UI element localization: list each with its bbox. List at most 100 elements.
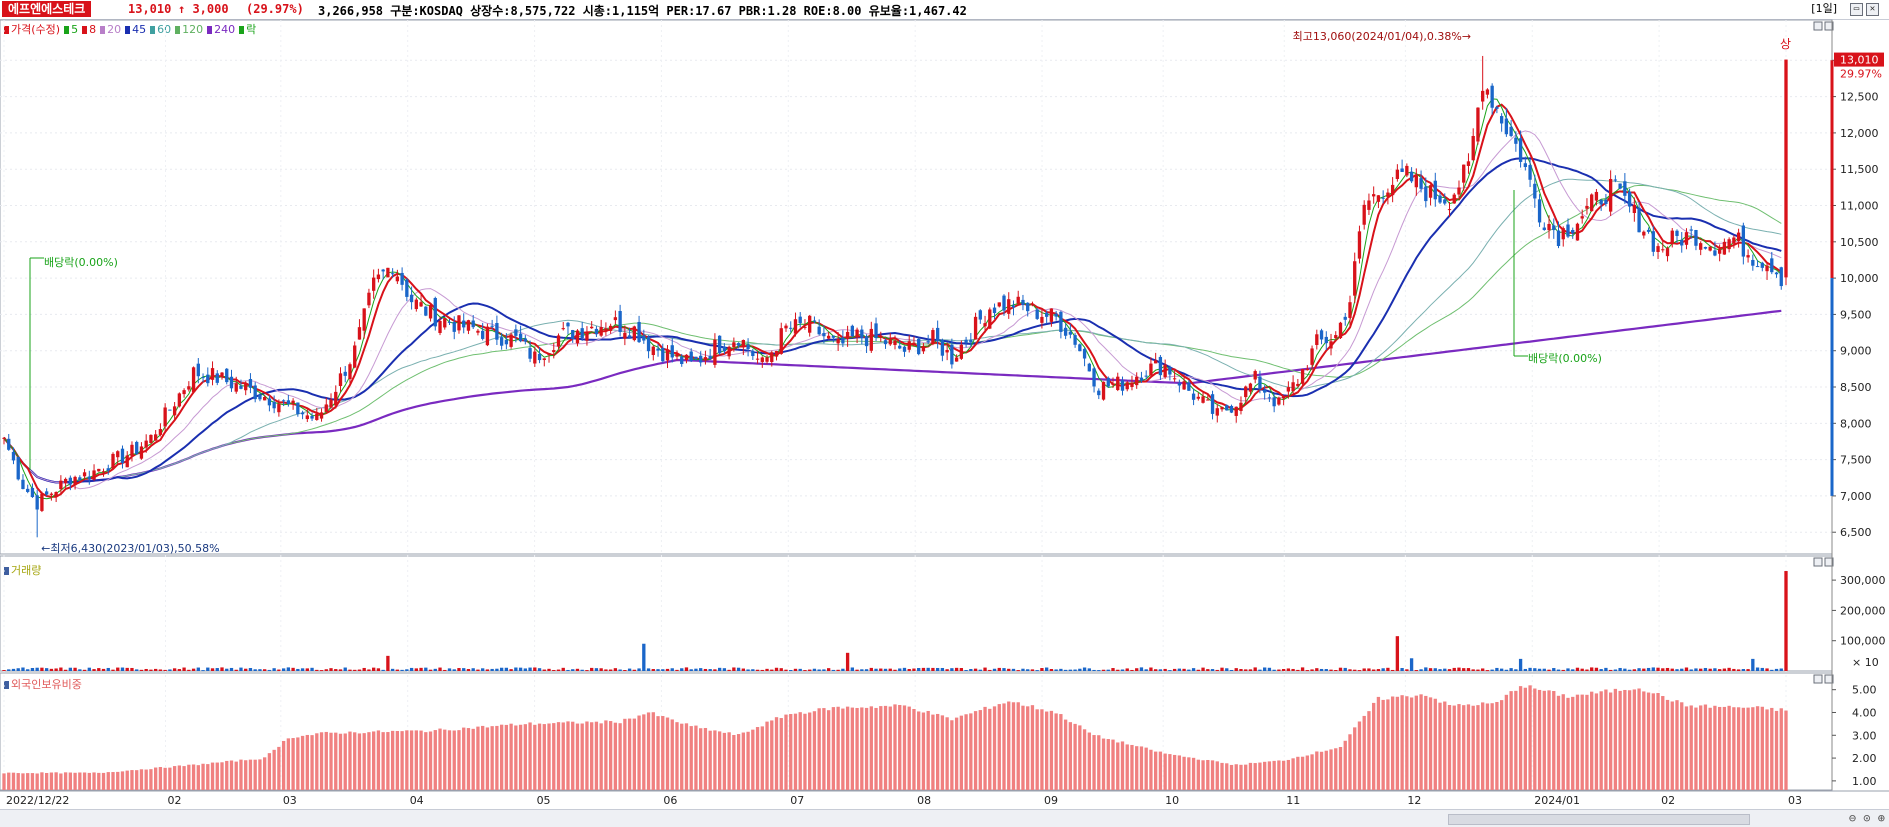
restore-window-icon[interactable]: ▭ <box>1850 3 1863 16</box>
legend-item-8[interactable]: 락 <box>239 23 256 36</box>
foreign-ratio-bar <box>1466 704 1471 790</box>
foreign-ratio-bar <box>30 773 35 790</box>
candle-body <box>945 349 949 353</box>
foreign-ratio-bar <box>343 733 347 790</box>
close-window-icon[interactable]: ✕ <box>1866 3 1879 16</box>
volume-bar <box>1571 669 1575 671</box>
foreign-ratio-bar <box>400 731 404 790</box>
candle-body <box>1353 261 1357 296</box>
foreign-ratio-bar <box>1073 723 1077 790</box>
candle-body <box>210 368 215 380</box>
candle-body <box>1594 191 1599 201</box>
foreign-ratio-bar <box>1206 759 1210 790</box>
candle-body <box>400 272 404 285</box>
legend-item-0[interactable]: 가격(수정) <box>4 23 60 36</box>
volume-bar <box>172 668 177 671</box>
volume-bar <box>1779 668 1783 671</box>
foreign-ratio-bar <box>286 738 291 790</box>
candle-body <box>1523 163 1527 168</box>
volume-bar <box>26 669 30 671</box>
chart-scrollbar[interactable]: ⊖ ⊙ ⊕ <box>0 809 1889 827</box>
candle-body <box>770 352 774 362</box>
legend-item-3[interactable]: 20 <box>100 23 121 36</box>
candle-body <box>1097 390 1101 396</box>
foreign-ratio-bar <box>1452 705 1456 790</box>
volume-bar <box>779 668 783 671</box>
volume-bar <box>1376 669 1381 671</box>
foreign-ratio-bar <box>428 731 433 790</box>
candle-body <box>665 349 670 361</box>
foreign-ratio-bar <box>779 718 783 790</box>
zoom-controls[interactable]: ⊖ ⊙ ⊕ <box>1849 811 1885 825</box>
volume-bar <box>353 669 357 671</box>
foreign-ratio-bar <box>599 723 603 790</box>
candle-body <box>409 294 414 303</box>
volume-bar <box>1774 668 1779 671</box>
volume-bar <box>670 668 674 671</box>
foreign-ratio-bar <box>106 772 110 790</box>
candle-body <box>1656 246 1660 252</box>
candle-body <box>225 368 229 383</box>
legend-item-4[interactable]: 45 <box>125 23 146 36</box>
volume-bar <box>1063 669 1068 671</box>
candle-body <box>1229 405 1234 413</box>
candle-body <box>239 385 243 389</box>
volume-bar <box>973 668 978 671</box>
volume-bar <box>547 668 551 671</box>
legend-item-5[interactable]: 60 <box>150 23 171 36</box>
foreign-ratio-bar <box>1343 740 1347 790</box>
candle-body <box>713 339 717 365</box>
candle-body <box>774 350 779 357</box>
legend-item-6[interactable]: 120 <box>175 23 203 36</box>
foreign-ratio-bar <box>68 772 73 790</box>
candle-body <box>68 477 73 485</box>
candle-body <box>300 412 305 415</box>
foreign-ratio-bar <box>594 721 599 790</box>
volume-panel-label: 거래량 <box>4 562 41 578</box>
volume-bar <box>386 655 390 671</box>
stock-name-badge[interactable]: 에프엔에스테크 <box>2 1 92 17</box>
volume-bar <box>713 669 717 671</box>
foreign-ratio-bar <box>1637 688 1641 790</box>
foreign-ratio-bar <box>566 721 570 790</box>
candle-body <box>481 330 485 339</box>
foreign-ratio-bar <box>191 764 196 790</box>
candle-body <box>116 451 120 458</box>
volume-bar <box>1443 668 1447 671</box>
volume-bar <box>1504 669 1509 671</box>
candle-body <box>1504 118 1509 135</box>
volume-bar <box>447 668 452 671</box>
zoom-out-icon[interactable]: ⊖ <box>1848 811 1857 825</box>
candle-body <box>1637 207 1641 233</box>
candle-body <box>973 316 978 340</box>
candle-body <box>703 357 708 361</box>
volume-bar <box>1414 670 1418 672</box>
legend-item-7[interactable]: 240 <box>207 23 235 36</box>
candle-body <box>841 337 845 344</box>
candle-body <box>1338 322 1343 339</box>
last-price-tag <box>1834 52 1884 67</box>
legend-item-1[interactable]: 5 <box>64 23 78 36</box>
candle-body <box>1618 183 1622 189</box>
scrollbar-thumb[interactable] <box>1448 814 1750 825</box>
candle-body <box>988 309 992 329</box>
candle-body <box>1334 335 1338 339</box>
zoom-reset-icon[interactable]: ⊙ <box>1863 811 1871 825</box>
foreign-ratio-bar <box>1172 754 1177 790</box>
candle-body <box>1187 382 1191 391</box>
candle-body <box>670 345 674 358</box>
candle-body <box>7 438 11 450</box>
foreign-ratio-bar <box>1760 706 1764 790</box>
candle-body <box>1537 199 1542 223</box>
volume-bar <box>1684 667 1689 671</box>
volume-bar <box>1471 669 1475 671</box>
candle-body <box>73 476 77 486</box>
legend-item-2[interactable]: 8 <box>82 23 96 36</box>
volume-bar <box>239 667 243 671</box>
candle-body <box>694 356 698 359</box>
zoom-in-icon[interactable]: ⊕ <box>1877 811 1885 825</box>
volume-bar <box>1656 667 1660 671</box>
period-button[interactable]: [1일] <box>1811 2 1837 15</box>
candle-body <box>1310 348 1314 365</box>
